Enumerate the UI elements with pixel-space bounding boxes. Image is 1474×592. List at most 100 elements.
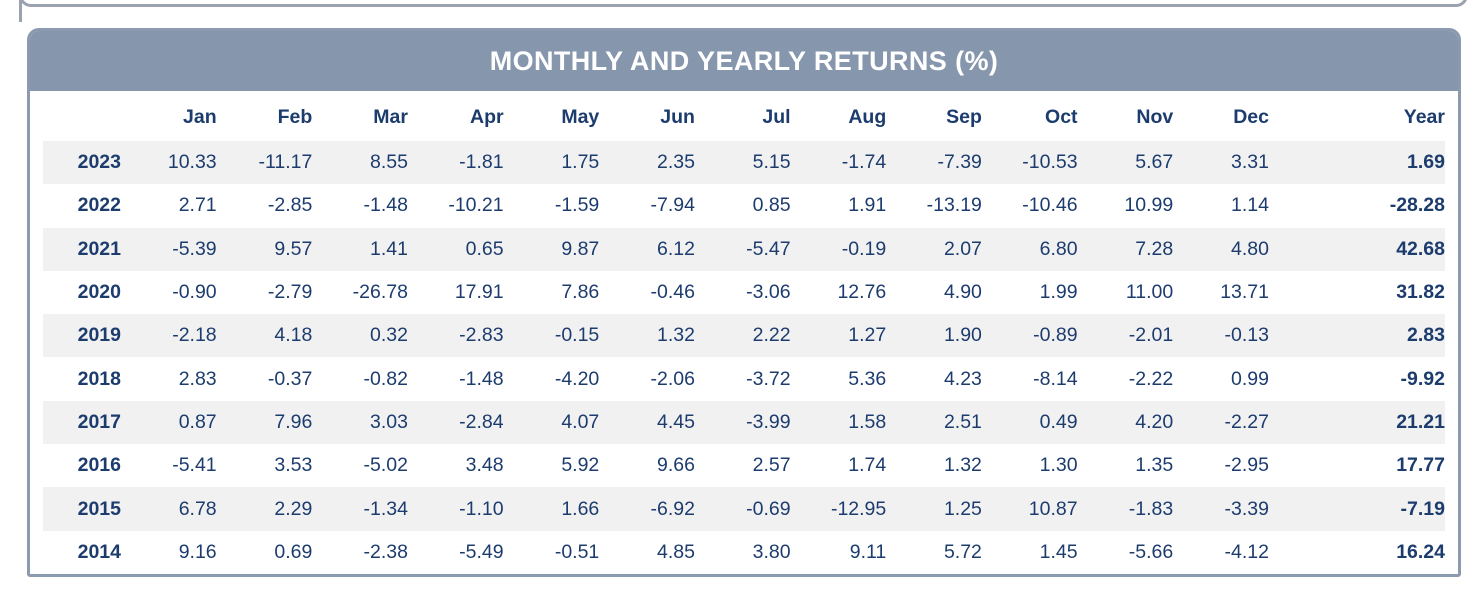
monthly-return-cell: 2.35 [656,151,695,174]
monthly-return-cell: -10.21 [448,194,504,217]
monthly-return-cell: -0.90 [172,281,217,304]
monthly-return-cell: 0.85 [752,194,791,217]
monthly-return-cell: 3.80 [752,540,791,563]
monthly-return-cell: -1.74 [841,151,887,174]
monthly-return-cell: -0.82 [363,367,408,390]
column-header-dec: Dec [1233,105,1269,128]
monthly-return-cell: 0.69 [274,540,313,563]
previous-panel-left-border-stub [19,0,22,22]
monthly-return-cell: -2.22 [1128,367,1174,390]
yearly-return-cell: 1.69 [1407,151,1445,174]
yearly-return-cell: -28.28 [1389,194,1445,217]
monthly-return-cell: 2.83 [178,367,217,390]
row-year-label: 2022 [77,194,121,217]
row-year-label: 2014 [77,540,121,563]
monthly-return-cell: -2.27 [1224,410,1269,433]
monthly-return-cell: -3.99 [746,410,791,433]
table-row-2020: 2020 -0.90 -2.79 -26.78 17.91 7.86 -0.46 -3.06 1… [43,271,1445,314]
monthly-return-cell: 1.74 [848,454,887,477]
monthly-return-cell: 6.12 [656,237,695,260]
monthly-return-cell: 3.53 [274,454,313,477]
monthly-return-cell: -0.37 [267,367,313,390]
monthly-return-cell: -2.18 [172,324,217,347]
monthly-return-cell: 6.78 [178,497,217,520]
monthly-return-cell: -1.48 [459,367,504,390]
table-row-2017: 2017 0.87 7.96 3.03 -2.84 4.07 4.45 -3.99 1.58 2.… [43,400,1445,445]
row-year-label: 2016 [77,454,121,477]
monthly-return-cell: 10.33 [167,151,217,174]
column-header-jun: Jun [660,105,695,128]
table-row-2022: 2022 2.71 -2.85 -1.48 -10.21 -1.59 -7.94 0.85 1.… [43,184,1445,227]
monthly-return-cell: -0.13 [1224,324,1269,347]
monthly-return-cell: 4.20 [1135,410,1174,433]
table-row-2021: 2021 -5.39 9.57 1.41 0.65 9.87 6.12 -5.47 -0.19 2… [43,227,1445,271]
monthly-return-cell: 9.57 [274,237,313,260]
monthly-return-cell: 13.71 [1220,281,1269,304]
returns-table-body: 2023 10.33 -11.17 8.55 -1.81 1.75 2.35 5.15 -1.7… [43,141,1445,574]
returns-card-title: MONTHLY AND YEARLY RETURNS (%) [489,45,999,76]
yearly-return-cell: 17.77 [1396,454,1445,477]
row-year-label: 2020 [77,281,121,304]
monthly-return-cell: 10.87 [1028,497,1078,520]
table-row-2018: 2018 2.83 -0.37 -0.82 -1.48 -4.20 -2.06 -3.72 5.… [43,357,1445,400]
monthly-return-cell: 1.99 [1039,281,1078,304]
monthly-return-cell: -1.59 [554,194,600,217]
row-year-label: 2018 [77,367,121,390]
table-row-2014: 2014 9.16 0.69 -2.38 -5.49 -0.51 4.85 3.80 9.11 5… [43,531,1445,574]
monthly-return-cell: 5.15 [752,151,791,174]
monthly-return-cell: 1.35 [1135,454,1174,477]
yearly-return-cell: 21.21 [1396,410,1445,433]
monthly-return-cell: 2.71 [178,194,217,217]
monthly-return-cell: 0.32 [370,324,408,347]
monthly-return-cell: 1.75 [561,151,600,174]
monthly-return-cell: 0.87 [178,410,217,433]
monthly-return-cell: -10.53 [1022,151,1078,174]
monthly-return-cell: -6.92 [650,497,695,520]
monthly-return-cell: 1.30 [1039,454,1078,477]
column-header-sep: Sep [946,105,982,128]
monthly-return-cell: 1.27 [848,324,887,347]
monthly-return-cell: 10.99 [1124,194,1174,217]
monthly-return-cell: -3.72 [746,367,791,390]
monthly-return-cell: 7.86 [561,281,600,304]
monthly-return-cell: 0.99 [1231,367,1269,390]
monthly-return-cell: -5.47 [746,237,791,260]
monthly-return-cell: -1.48 [363,194,408,217]
monthly-return-cell: 4.18 [274,324,313,347]
monthly-return-cell: -5.49 [459,540,504,563]
monthly-return-cell: -1.34 [363,497,408,520]
monthly-return-cell: 1.66 [561,497,600,520]
monthly-return-cell: 4.45 [656,410,695,433]
monthly-return-cell: -2.06 [650,367,695,390]
monthly-return-cell: -26.78 [352,281,408,304]
monthly-return-cell: 5.72 [943,540,982,563]
monthly-return-cell: 2.51 [943,410,982,433]
monthly-return-cell: 1.91 [848,194,887,217]
monthly-return-cell: 3.03 [370,410,408,433]
monthly-return-cell: -2.83 [459,324,504,347]
row-year-label: 2017 [77,410,121,433]
returns-table-head: Jan Feb Mar Apr May Jun Jul Aug Sep Oct Nov Dec Year [43,93,1445,141]
monthly-return-cell: -12.95 [830,497,887,520]
monthly-return-cell: -5.41 [172,454,217,477]
monthly-return-cell: -5.39 [172,237,217,260]
monthly-return-cell: -1.83 [1128,497,1174,520]
yearly-return-cell: 16.24 [1396,540,1445,563]
monthly-return-cell: 8.55 [370,151,408,174]
monthly-return-cell: 1.14 [1231,194,1269,217]
monthly-return-cell: -8.14 [1033,367,1078,390]
yearly-return-cell: 2.83 [1407,324,1445,347]
column-header-nov: Nov [1136,105,1174,128]
monthly-return-cell: 4.23 [943,367,982,390]
monthly-return-cell: 1.25 [943,497,982,520]
monthly-return-cell: 2.22 [752,324,791,347]
monthly-return-cell: 1.32 [943,454,982,477]
monthly-return-cell: -0.19 [841,237,887,260]
monthly-return-cell: 3.31 [1231,151,1269,174]
monthly-return-cell: -0.46 [650,281,695,304]
monthly-return-cell: 1.45 [1039,540,1078,563]
row-year-label: 2021 [77,237,121,260]
monthly-return-cell: 6.80 [1039,237,1078,260]
monthly-return-cell: -0.15 [554,324,600,347]
monthly-return-cell: -3.39 [1224,497,1269,520]
